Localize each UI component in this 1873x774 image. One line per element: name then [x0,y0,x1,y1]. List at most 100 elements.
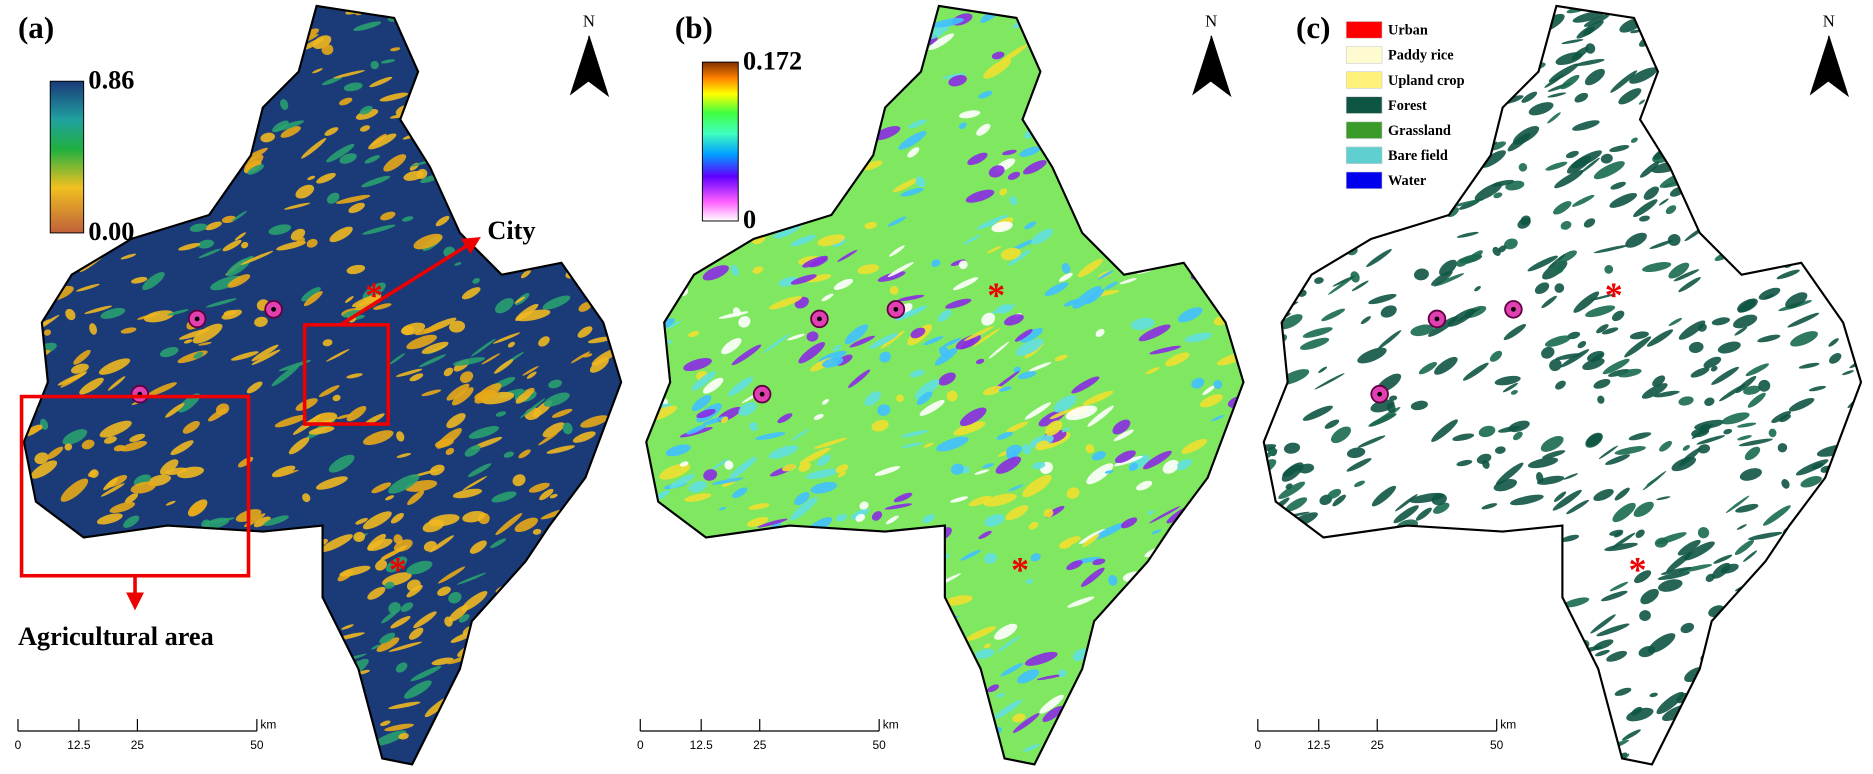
patch [1562,597,1590,608]
patch [143,310,174,323]
patch [1023,744,1040,752]
patch [299,590,310,598]
patch [646,97,664,111]
patch [599,697,622,714]
legend-swatch [1345,121,1383,139]
patch [1785,292,1808,309]
patch [1777,158,1790,164]
patch [1604,542,1638,552]
patch [790,748,811,763]
patch [1823,162,1833,171]
patch [1658,579,1683,592]
patch [958,260,968,270]
patch [1135,611,1163,627]
patch [1022,444,1032,455]
outlet: * [1011,550,1029,590]
patch [1660,566,1692,575]
patch [1791,106,1813,117]
patch [139,58,159,72]
patch [355,517,368,525]
patch [1337,547,1359,564]
patch [355,108,379,120]
patch [1053,83,1066,94]
patch [396,431,405,442]
patch [1384,660,1403,670]
patch [1448,155,1462,166]
patch [25,95,45,111]
patch [1158,117,1177,127]
patch [1740,591,1750,599]
patch [1460,142,1476,153]
patch [1671,153,1684,160]
patch [1289,718,1313,731]
patch [131,10,159,21]
patch [839,578,859,591]
patch [771,564,786,575]
patch [1388,395,1398,401]
patch [950,496,969,503]
patch [1817,498,1830,508]
patch [824,640,832,647]
patch [572,431,596,443]
city-box [302,323,391,426]
patch [1191,377,1205,389]
patch [746,517,769,527]
patch [83,25,115,37]
patch [1730,6,1743,18]
patch [468,426,500,439]
patch [1333,741,1365,759]
patch [801,704,825,714]
patch [664,670,697,686]
patch [30,460,58,479]
patch [896,676,906,687]
patch [257,681,270,691]
patch [1739,468,1762,481]
patch [928,33,955,51]
patch [653,755,686,765]
patch [1512,125,1540,145]
patch [1297,52,1309,61]
patch [1582,358,1605,371]
patch [573,640,604,657]
patch [107,376,126,391]
scale-label: 25 [1371,738,1385,752]
patch [1614,487,1630,501]
patch [1494,375,1521,386]
scale-label: 12.5 [1307,738,1331,752]
patch [253,516,271,528]
patch [1614,687,1632,696]
scale-unit: km [260,718,276,732]
patch [1527,457,1559,469]
patch [460,40,475,52]
patch [1629,67,1658,84]
patch [874,466,901,476]
patch [1213,380,1223,389]
patch [986,729,996,740]
patch [1006,421,1028,433]
patch [1465,16,1474,22]
patch [1585,432,1603,448]
patch [1234,408,1244,418]
patch [1618,368,1642,378]
patch [1348,231,1363,240]
north-arrow-right [1210,35,1232,98]
patch [1142,103,1158,116]
patch [1549,358,1562,372]
patch [1302,243,1320,258]
patch [929,660,964,674]
patch [115,581,125,592]
patch [1743,550,1758,562]
patch [548,138,568,150]
patch [1278,481,1306,500]
patch [1554,283,1565,293]
patch [1566,499,1589,515]
patch [390,512,404,524]
patch [1128,462,1139,471]
patch [1195,237,1222,247]
patch [1321,308,1346,322]
patch [60,478,89,502]
patch [353,531,366,543]
patch [1224,205,1239,218]
patch [1829,353,1842,364]
patch [490,128,516,144]
